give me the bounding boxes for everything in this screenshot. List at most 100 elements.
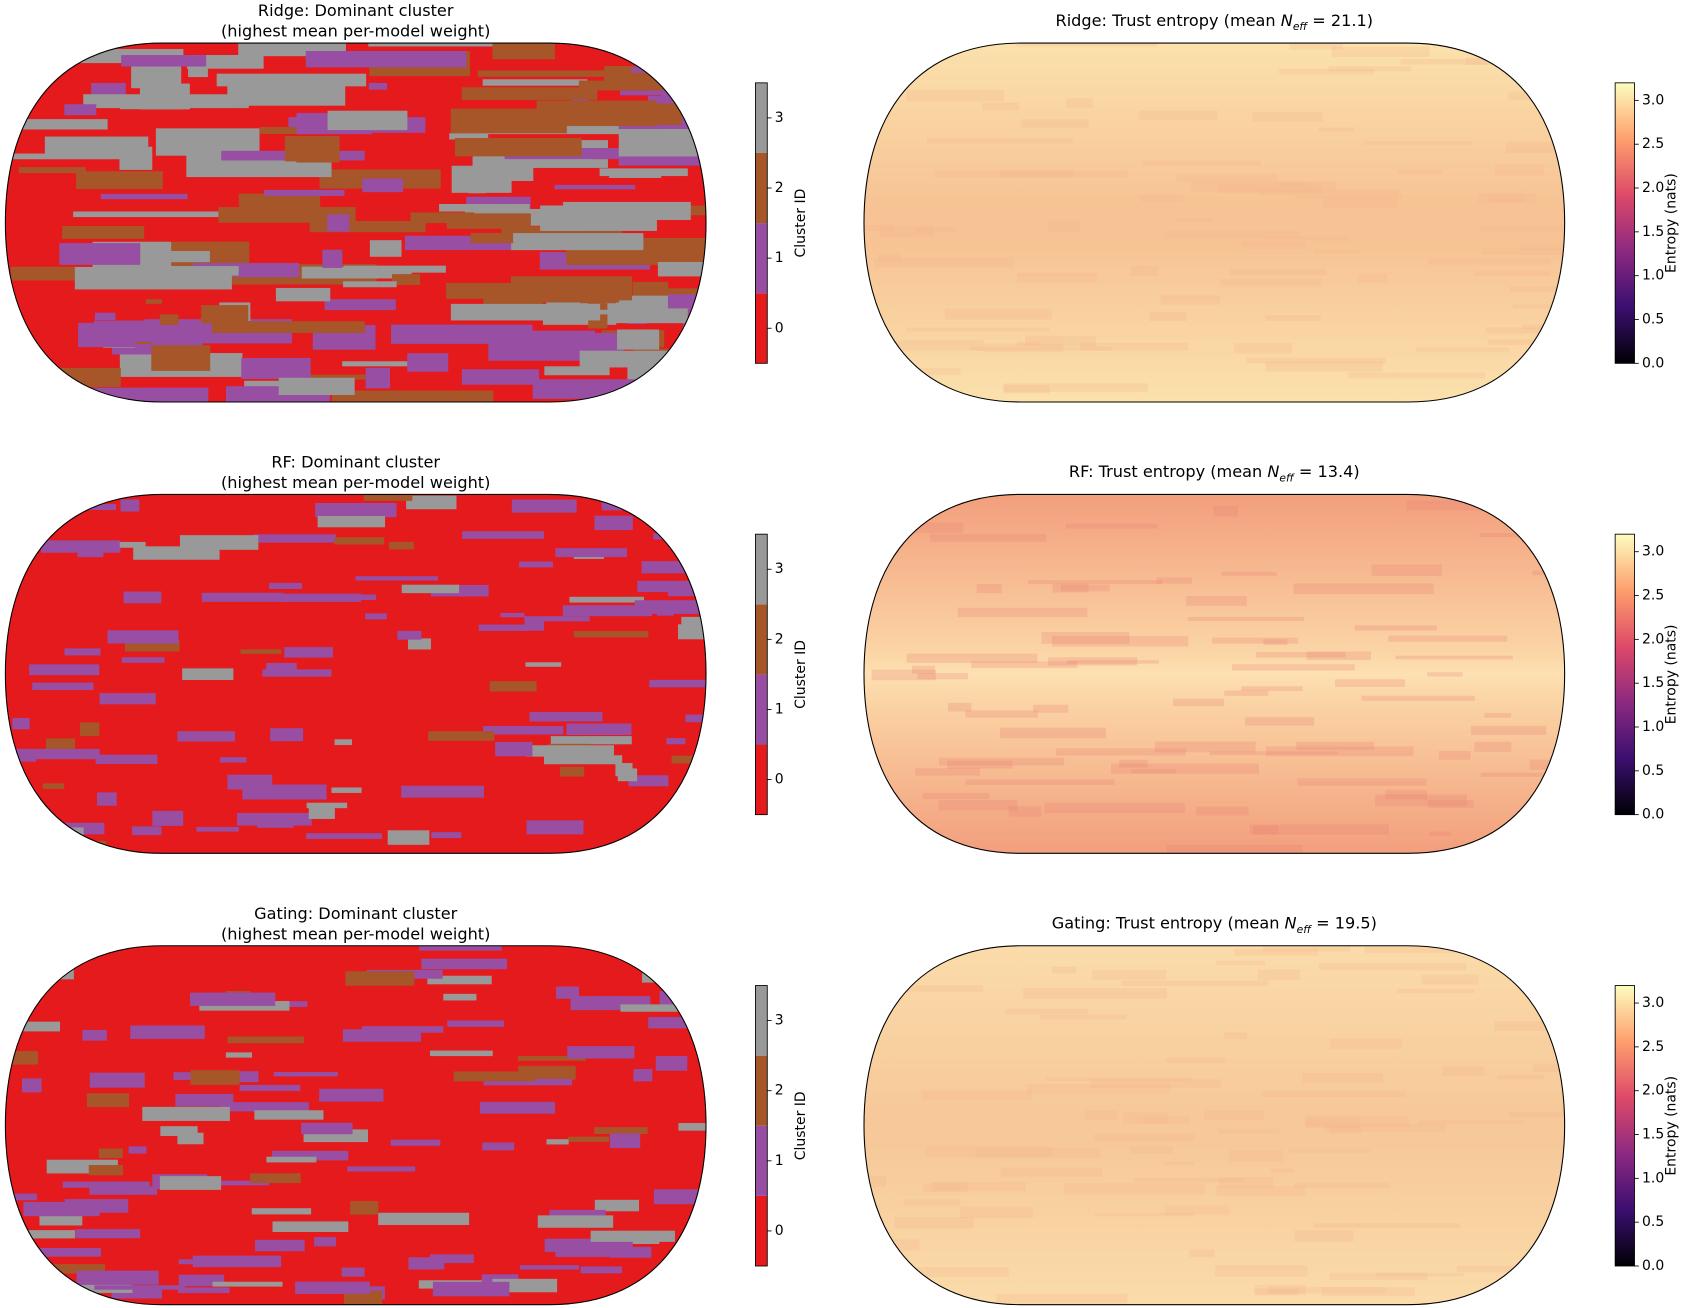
map-patch xyxy=(518,561,553,568)
map-patch xyxy=(32,682,94,690)
colorbar-tick-label: 0.0 xyxy=(1642,355,1664,371)
map-patch xyxy=(250,1173,301,1184)
map-patch xyxy=(308,805,335,819)
map-patch xyxy=(546,1139,569,1145)
map-patch xyxy=(667,294,707,309)
map-patch xyxy=(99,693,156,705)
map-texture xyxy=(1254,1284,1306,1295)
map-texture xyxy=(1047,657,1138,666)
map-texture xyxy=(1288,1148,1371,1153)
map-patch xyxy=(334,537,385,545)
colorbar-segment xyxy=(755,1125,768,1196)
map-patch xyxy=(430,1050,493,1057)
map-patch xyxy=(637,580,707,593)
map-patch xyxy=(254,1110,324,1120)
map-texture xyxy=(1224,690,1269,696)
map-patch xyxy=(544,755,623,765)
map-patch xyxy=(121,657,165,663)
map-patch xyxy=(680,981,707,995)
map-texture xyxy=(1279,68,1375,75)
map-patch xyxy=(681,616,707,631)
map-patch xyxy=(257,816,294,828)
map-texture xyxy=(1442,1066,1485,1076)
map-patch xyxy=(5,1051,39,1065)
map-patch xyxy=(617,329,660,350)
map-patch xyxy=(594,1199,640,1212)
map-texture xyxy=(1252,111,1323,122)
map-texture xyxy=(1187,616,1305,621)
title-text: Gating: Trust entropy (mean xyxy=(1052,914,1285,933)
map-patch xyxy=(392,274,421,285)
map-texture xyxy=(1241,686,1303,692)
colorbar-frame xyxy=(755,985,768,1267)
map-patch xyxy=(173,1072,207,1080)
map-patch xyxy=(519,1265,579,1270)
map-texture xyxy=(1166,1057,1226,1063)
map-texture xyxy=(894,1217,974,1229)
map-texture xyxy=(1063,1183,1205,1195)
map-texture xyxy=(1221,571,1277,576)
map-texture xyxy=(1266,236,1348,241)
map-patch xyxy=(221,1102,309,1112)
map-patch xyxy=(190,1070,240,1085)
map-texture xyxy=(1505,141,1565,154)
panel: Gating: Trust entropy (mean Neff = 19.5)… xyxy=(863,914,1679,1306)
map-patch xyxy=(319,1088,384,1102)
map-patch xyxy=(225,1052,253,1058)
map-texture xyxy=(1280,181,1306,186)
map-patch xyxy=(368,43,511,47)
map-texture xyxy=(1429,831,1452,836)
map-texture xyxy=(1304,1115,1409,1128)
map-texture xyxy=(1218,1176,1274,1188)
map-texture xyxy=(957,607,1088,617)
map-texture xyxy=(1149,312,1187,322)
title-symbol: N xyxy=(1281,11,1293,30)
map-texture xyxy=(1397,169,1442,174)
panel: Ridge: Dominant cluster (highest mean per… xyxy=(4,1,809,403)
colorbar-tick-label: 3 xyxy=(775,561,784,577)
map-texture xyxy=(1521,244,1565,251)
colorbar-tick-label: 1.5 xyxy=(1642,675,1664,691)
map-texture xyxy=(1220,278,1322,287)
map-patch xyxy=(244,380,306,388)
colorbar-tick-label: 2.0 xyxy=(1642,1083,1664,1099)
map-texture xyxy=(1255,1288,1299,1296)
map-patch xyxy=(89,1072,145,1088)
map-texture xyxy=(1089,1079,1222,1088)
colorbar-label: Cluster ID xyxy=(793,189,809,258)
map-texture xyxy=(1479,532,1526,538)
map-texture xyxy=(1164,230,1300,239)
map-outline xyxy=(4,493,707,854)
colorbar-segment xyxy=(755,223,768,294)
map-patch xyxy=(240,649,282,654)
colorbar-tick-label: 3.0 xyxy=(1642,995,1664,1011)
map-field xyxy=(863,494,1565,854)
map-texture xyxy=(871,522,964,534)
map-patch xyxy=(64,648,101,656)
map-patch xyxy=(566,723,632,735)
map-patch xyxy=(524,616,590,622)
map-patch xyxy=(609,1133,641,1149)
map-patch xyxy=(76,171,163,190)
map-texture xyxy=(996,1293,1128,1304)
map-patch xyxy=(659,991,685,1005)
map-patch xyxy=(378,1212,470,1225)
panel-title: RF: Dominant cluster xyxy=(271,453,440,472)
map-texture xyxy=(1418,1120,1523,1124)
map-texture xyxy=(1204,1110,1265,1121)
colorbar-tick-label: 3.0 xyxy=(1642,544,1664,560)
map-texture xyxy=(1268,1286,1386,1294)
map-patch xyxy=(145,299,163,304)
map-texture xyxy=(1323,197,1398,209)
map-texture xyxy=(1189,1249,1215,1258)
map-texture xyxy=(930,534,1047,542)
map-patch xyxy=(628,775,669,787)
map-patch xyxy=(9,153,128,160)
panel-title: (highest mean per-model weight) xyxy=(221,473,490,492)
map-texture xyxy=(1156,577,1192,584)
map-texture xyxy=(1318,127,1355,132)
map-patch xyxy=(567,1046,635,1059)
map-patch xyxy=(347,1166,416,1172)
map-patch xyxy=(22,1230,76,1239)
map-patch xyxy=(75,1229,141,1239)
